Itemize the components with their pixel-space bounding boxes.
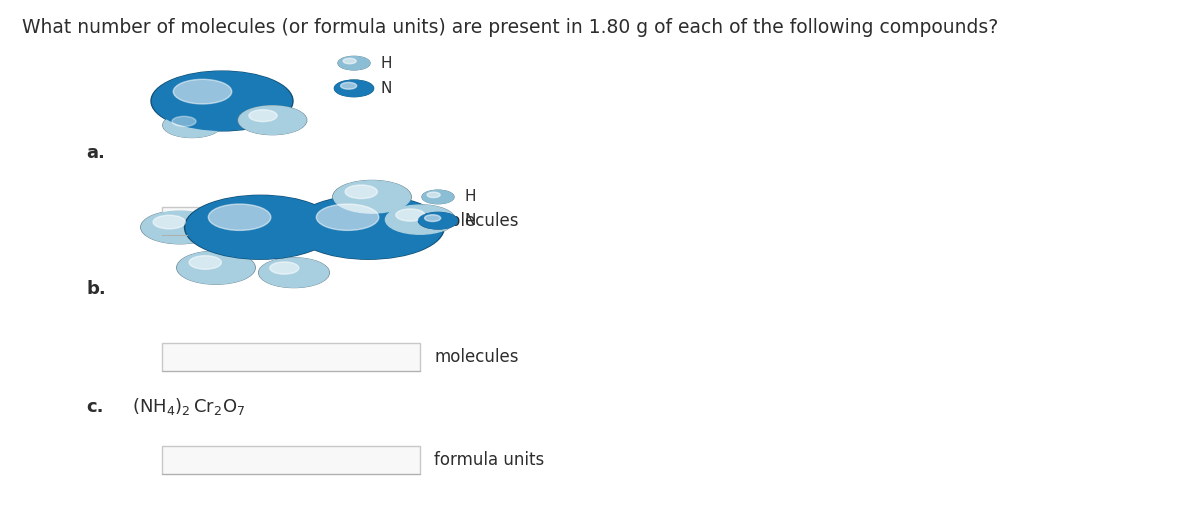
Circle shape <box>186 196 335 259</box>
Circle shape <box>248 110 277 122</box>
Text: a.: a. <box>86 144 106 162</box>
Text: N: N <box>464 213 475 228</box>
Circle shape <box>293 195 444 259</box>
Circle shape <box>419 213 457 229</box>
Text: formula units: formula units <box>434 451 545 469</box>
Text: molecules: molecules <box>434 348 518 366</box>
Circle shape <box>346 185 377 198</box>
Circle shape <box>422 190 454 204</box>
FancyBboxPatch shape <box>162 343 420 371</box>
Text: c.: c. <box>86 397 104 416</box>
Text: b.: b. <box>86 280 106 298</box>
Circle shape <box>140 211 220 244</box>
Circle shape <box>334 181 410 213</box>
Text: What number of molecules (or formula units) are present in 1.80 g of each of the: What number of molecules (or formula uni… <box>22 18 998 37</box>
Circle shape <box>163 113 221 137</box>
Circle shape <box>385 205 455 234</box>
FancyBboxPatch shape <box>162 207 420 235</box>
Circle shape <box>142 211 218 243</box>
Circle shape <box>396 209 425 221</box>
Circle shape <box>332 180 412 214</box>
Circle shape <box>385 205 455 234</box>
Circle shape <box>259 258 329 287</box>
Circle shape <box>317 204 379 230</box>
Circle shape <box>343 58 356 64</box>
Circle shape <box>338 57 370 70</box>
Text: molecules: molecules <box>434 212 518 230</box>
Circle shape <box>209 204 271 230</box>
Circle shape <box>341 82 356 89</box>
FancyBboxPatch shape <box>162 446 420 474</box>
Text: H: H <box>380 56 392 71</box>
Text: $\mathrm{(NH_4)_2\,Cr_2O_7}$: $\mathrm{(NH_4)_2\,Cr_2O_7}$ <box>132 396 245 417</box>
Text: H: H <box>464 189 476 205</box>
Circle shape <box>185 195 336 259</box>
Circle shape <box>172 116 196 126</box>
Circle shape <box>427 192 440 197</box>
Circle shape <box>335 80 373 96</box>
Circle shape <box>422 190 454 204</box>
Circle shape <box>154 215 185 229</box>
Circle shape <box>163 113 221 137</box>
Circle shape <box>294 196 443 259</box>
Circle shape <box>259 258 329 287</box>
Circle shape <box>152 72 292 130</box>
Circle shape <box>176 251 256 284</box>
Circle shape <box>270 262 299 274</box>
Circle shape <box>173 79 232 104</box>
Text: N: N <box>380 81 391 96</box>
Circle shape <box>151 71 293 131</box>
Circle shape <box>338 57 370 70</box>
Circle shape <box>239 106 306 134</box>
Circle shape <box>419 213 457 229</box>
Circle shape <box>190 256 221 269</box>
Circle shape <box>238 106 307 135</box>
Circle shape <box>425 215 440 222</box>
Circle shape <box>178 251 254 284</box>
Circle shape <box>335 80 373 96</box>
